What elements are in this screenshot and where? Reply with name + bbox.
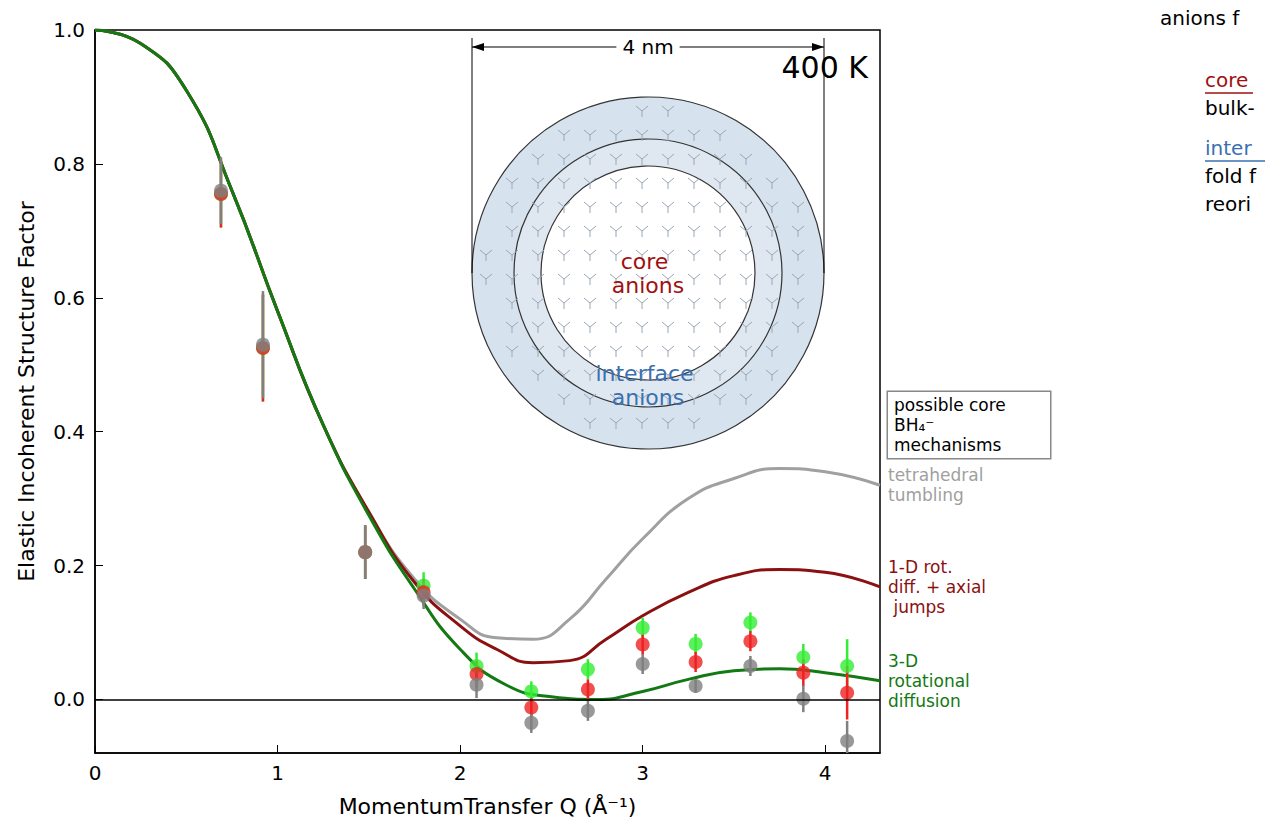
svg-text:0.4: 0.4 (53, 420, 85, 444)
svg-text:inter: inter (1205, 136, 1252, 160)
svg-text:3: 3 (636, 761, 649, 785)
svg-text:bulk-: bulk- (1205, 96, 1255, 120)
svg-text:0.2: 0.2 (53, 554, 85, 578)
svg-text:4 nm: 4 nm (622, 35, 673, 59)
svg-text:4: 4 (819, 761, 832, 785)
svg-text:rotational: rotational (888, 671, 975, 691)
svg-text:jumps: jumps (888, 597, 945, 617)
svg-text:1: 1 (271, 761, 284, 785)
svg-text:diffusion: diffusion (888, 691, 961, 711)
svg-text:BH₄⁻: BH₄⁻ (894, 415, 940, 435)
svg-text:400 K: 400 K (782, 50, 870, 85)
svg-text:anions: anions (612, 385, 684, 410)
svg-text:fold f: fold f (1205, 164, 1257, 188)
svg-text:1-D rot.: 1-D rot. (888, 557, 958, 577)
svg-text:Elastic Incoherent Structure F: Elastic Incoherent Structure Factor (14, 200, 39, 582)
svg-text:0: 0 (89, 761, 102, 785)
svg-text:0.6: 0.6 (53, 286, 85, 310)
svg-text:reori: reori (1205, 192, 1251, 216)
svg-text:0.8: 0.8 (53, 152, 85, 176)
svg-text:core: core (621, 249, 676, 274)
svg-text:possible core: possible core (894, 395, 1011, 415)
svg-text:3-D: 3-D (888, 651, 923, 671)
svg-text:tumbling: tumbling (888, 485, 964, 505)
svg-text:2: 2 (454, 761, 467, 785)
svg-text:anions f: anions f (1160, 6, 1240, 30)
svg-text:MomentumTransfer Q (Å⁻¹): MomentumTransfer Q (Å⁻¹) (339, 793, 637, 819)
svg-text:diff. + axial: diff. + axial (888, 577, 986, 597)
svg-text:mechanisms: mechanisms (894, 435, 1001, 455)
svg-text:core: core (1205, 68, 1248, 92)
svg-text:1.0: 1.0 (53, 18, 85, 42)
svg-text:0.0: 0.0 (53, 687, 85, 711)
svg-text:tetrahedral: tetrahedral (888, 465, 989, 485)
svg-text:anions: anions (612, 273, 684, 298)
svg-text:interface: interface (595, 361, 700, 386)
